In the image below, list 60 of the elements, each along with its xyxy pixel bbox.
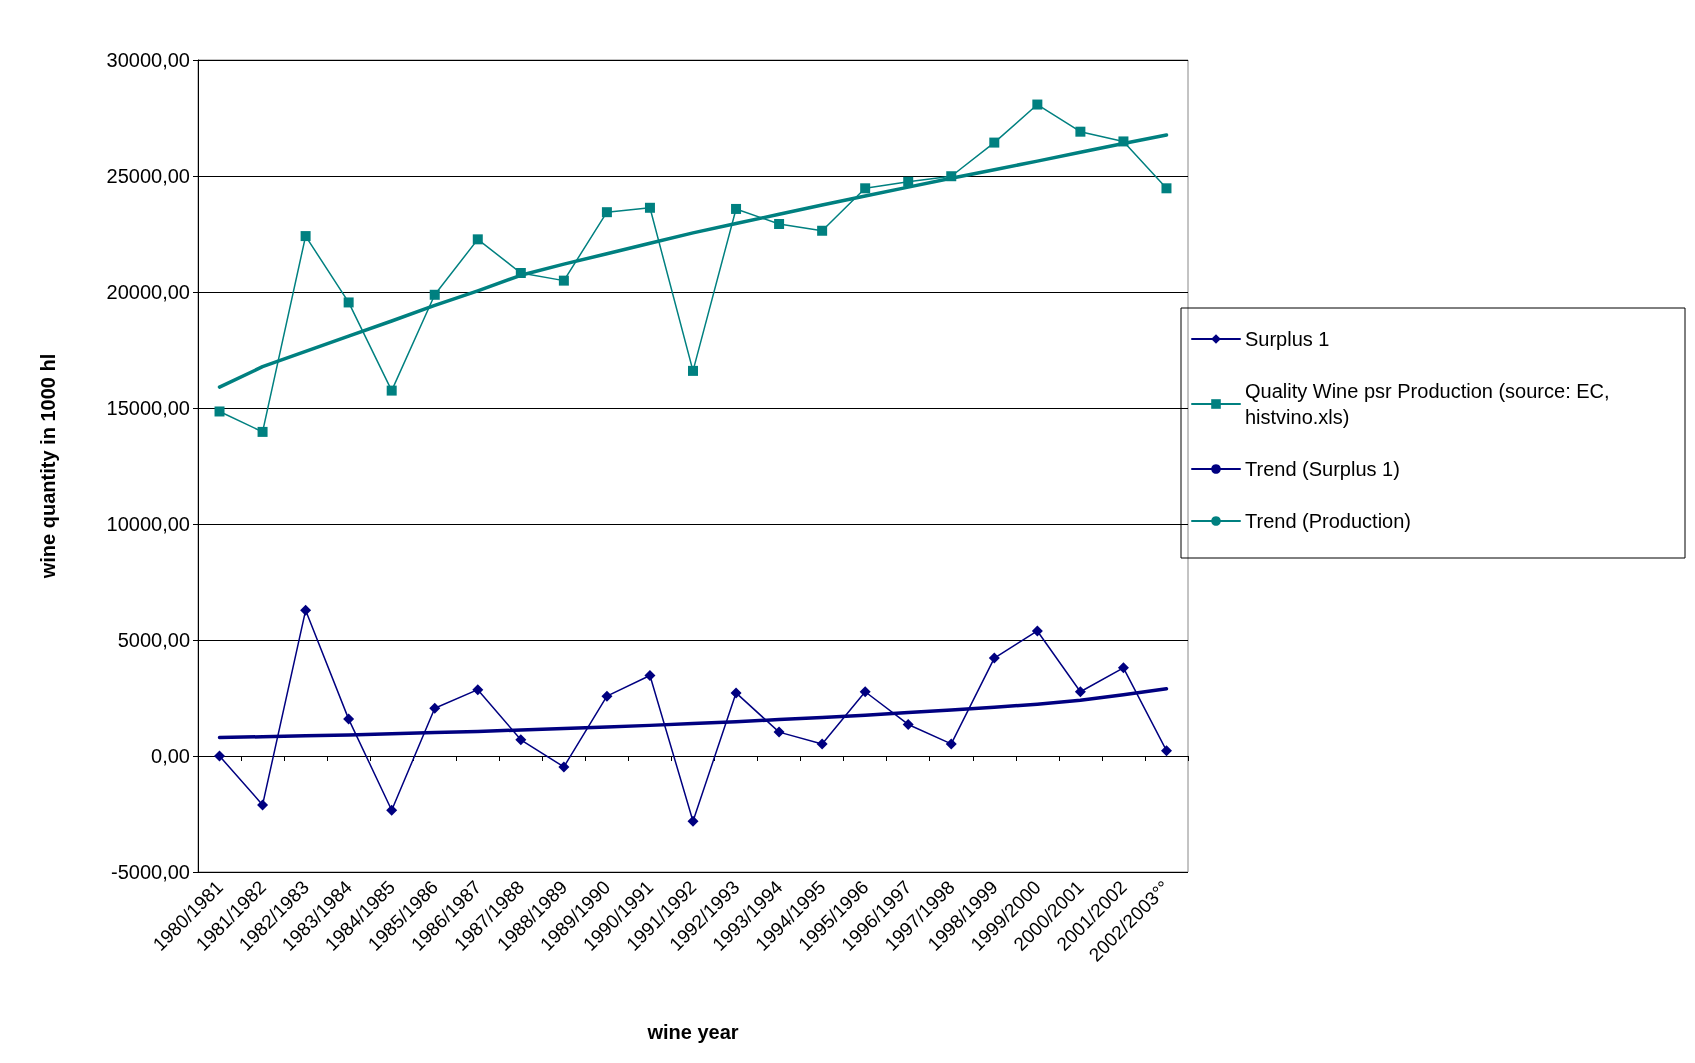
point bbox=[1031, 625, 1043, 637]
point bbox=[257, 799, 269, 811]
point bbox=[1161, 183, 1172, 194]
point bbox=[644, 670, 656, 681]
point bbox=[687, 815, 699, 827]
point bbox=[644, 202, 655, 213]
point bbox=[300, 231, 311, 242]
point bbox=[1117, 662, 1129, 674]
point bbox=[214, 406, 225, 417]
point bbox=[859, 686, 871, 698]
point bbox=[988, 652, 1000, 664]
point bbox=[515, 734, 527, 746]
point bbox=[989, 137, 1000, 148]
point bbox=[601, 207, 612, 218]
y-tick-label: 0,00 bbox=[151, 745, 190, 767]
point bbox=[214, 750, 226, 762]
y-tick-label: 15000,00 bbox=[106, 397, 190, 419]
point bbox=[386, 804, 398, 816]
point bbox=[429, 289, 440, 300]
y-tick-label: 30000,00 bbox=[106, 49, 190, 71]
x-axis-title: wine year bbox=[646, 1021, 739, 1043]
y-axis-title: wine quantity in 1000 hl bbox=[37, 353, 59, 580]
point bbox=[903, 176, 914, 187]
point bbox=[946, 171, 957, 182]
point bbox=[386, 385, 397, 396]
point bbox=[860, 183, 871, 194]
legend-label: Quality Wine psr Production (source: EC, histvino.xls) bbox=[1245, 380, 1616, 428]
point bbox=[773, 726, 785, 738]
legend-label: Trend (Surplus 1) bbox=[1245, 458, 1400, 480]
point bbox=[902, 718, 914, 730]
point bbox=[688, 365, 698, 376]
point bbox=[1160, 745, 1172, 757]
legend-label: Trend (Production) bbox=[1245, 510, 1411, 532]
y-tick-label: 20000,00 bbox=[106, 281, 190, 303]
point bbox=[472, 234, 483, 245]
point bbox=[817, 225, 828, 236]
point bbox=[1032, 99, 1043, 110]
point bbox=[558, 275, 569, 286]
point bbox=[730, 687, 742, 699]
point bbox=[343, 297, 354, 308]
point bbox=[515, 267, 526, 278]
point bbox=[558, 761, 570, 773]
point bbox=[1118, 136, 1129, 147]
point bbox=[945, 738, 957, 750]
point bbox=[300, 604, 312, 616]
y-tick-label: 25000,00 bbox=[106, 165, 190, 187]
point bbox=[816, 738, 828, 750]
y-tick-label: -5000,00 bbox=[111, 861, 190, 883]
point bbox=[343, 713, 355, 725]
legend-label: Surplus 1 bbox=[1245, 328, 1330, 350]
point bbox=[257, 426, 268, 437]
y-tick-label: 10000,00 bbox=[106, 513, 190, 535]
y-tick-label: 5000,00 bbox=[117, 629, 190, 651]
point bbox=[774, 219, 785, 230]
point bbox=[429, 702, 441, 714]
point bbox=[731, 203, 742, 214]
point bbox=[472, 684, 484, 696]
point bbox=[601, 690, 613, 702]
point bbox=[1075, 126, 1086, 137]
point bbox=[1074, 686, 1086, 698]
